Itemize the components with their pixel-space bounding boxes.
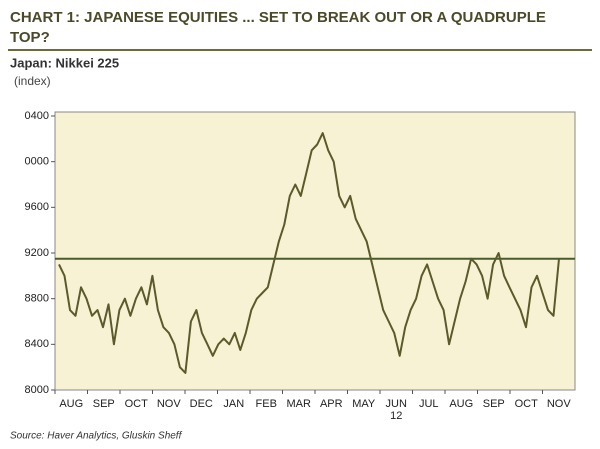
x-tick-label: OCT (515, 398, 539, 410)
year-label: 12 (390, 410, 402, 422)
x-tick-label: NOV (157, 398, 182, 410)
y-tick-label: 8000 (25, 384, 49, 396)
y-tick-label: 0000 (25, 156, 49, 168)
series-line (58, 132, 560, 374)
x-tick-label: OCT (125, 398, 149, 410)
plot-area (54, 111, 576, 391)
y-tick-label: 0400 (25, 110, 49, 122)
y-tick-label: 8800 (25, 293, 49, 305)
x-tick-label: FEB (256, 398, 277, 410)
x-tick-label: MAY (352, 398, 376, 410)
y-tick-label: 9600 (25, 201, 49, 213)
x-tick-label: AUG (449, 398, 473, 410)
x-tick-label: SEP (93, 398, 115, 410)
chart-title-line2: TOP? (10, 29, 50, 46)
x-tick-label: SEP (483, 398, 505, 410)
x-tick-label: AUG (59, 398, 83, 410)
x-tick-label: JUL (419, 398, 439, 410)
chart-title-line1: CHART 1: JAPANESE EQUITIES ... SET TO BR… (10, 9, 546, 26)
source: Source: Haver Analytics, Gluskin Sheff (10, 431, 183, 442)
x-tick-label: NOV (547, 398, 572, 410)
y-tick-label: 9200 (25, 247, 49, 259)
x-tick-label: JAN (223, 398, 244, 410)
x-tick-label: DEC (190, 398, 213, 410)
x-tick-label: JUN (386, 398, 407, 410)
subtitle: Japan: Nikkei 225 (10, 55, 119, 70)
x-tick-label: MAR (287, 398, 312, 410)
x-tick-label: APR (320, 398, 343, 410)
y-tick-label: 8400 (25, 338, 49, 350)
y-axis-label: (index) (14, 74, 51, 88)
